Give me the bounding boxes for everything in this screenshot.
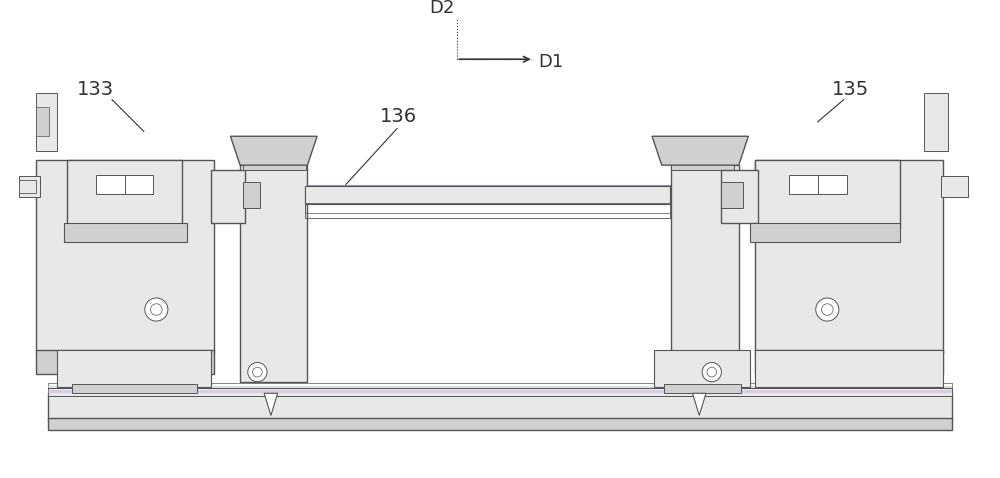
Bar (48, 389, 952, 396)
Circle shape (816, 298, 839, 321)
Bar (72, 384, 197, 393)
Bar (755, 350, 943, 387)
Bar (243, 182, 260, 208)
Text: D1: D1 (539, 53, 564, 71)
Bar (125, 175, 153, 194)
Bar (721, 170, 758, 223)
Polygon shape (264, 393, 278, 415)
Circle shape (248, 362, 267, 382)
Bar (305, 202, 673, 213)
Bar (48, 391, 952, 393)
Bar (19, 180, 36, 193)
Bar (48, 386, 952, 389)
Bar (671, 160, 734, 170)
Bar (48, 393, 952, 420)
Bar (750, 223, 900, 242)
Bar (36, 108, 49, 136)
Circle shape (145, 298, 168, 321)
Bar (48, 383, 952, 389)
Polygon shape (652, 136, 748, 165)
Bar (36, 160, 214, 353)
Text: 135: 135 (832, 80, 869, 99)
Bar (96, 175, 125, 194)
Bar (305, 186, 670, 204)
Bar (67, 160, 182, 228)
Bar (755, 160, 943, 353)
Bar (57, 350, 211, 387)
Circle shape (702, 362, 721, 382)
Bar (240, 165, 307, 382)
Text: D2: D2 (430, 0, 455, 17)
Bar (789, 175, 818, 194)
Bar (211, 170, 245, 223)
Bar (305, 203, 670, 218)
Bar (64, 223, 187, 242)
Bar (664, 384, 741, 393)
Bar (924, 93, 948, 151)
Polygon shape (693, 393, 706, 415)
Bar (243, 160, 306, 170)
Bar (755, 350, 943, 374)
Bar (941, 176, 968, 197)
Bar (654, 350, 750, 387)
Bar (671, 165, 739, 382)
Text: 136: 136 (380, 107, 417, 126)
Bar (818, 175, 847, 194)
Bar (36, 350, 214, 374)
Polygon shape (230, 136, 317, 165)
Bar (36, 93, 57, 151)
Bar (19, 176, 40, 197)
Bar (755, 160, 900, 228)
Bar (721, 182, 743, 208)
Bar (305, 186, 673, 204)
Text: 133: 133 (76, 80, 114, 99)
Bar (48, 418, 952, 430)
